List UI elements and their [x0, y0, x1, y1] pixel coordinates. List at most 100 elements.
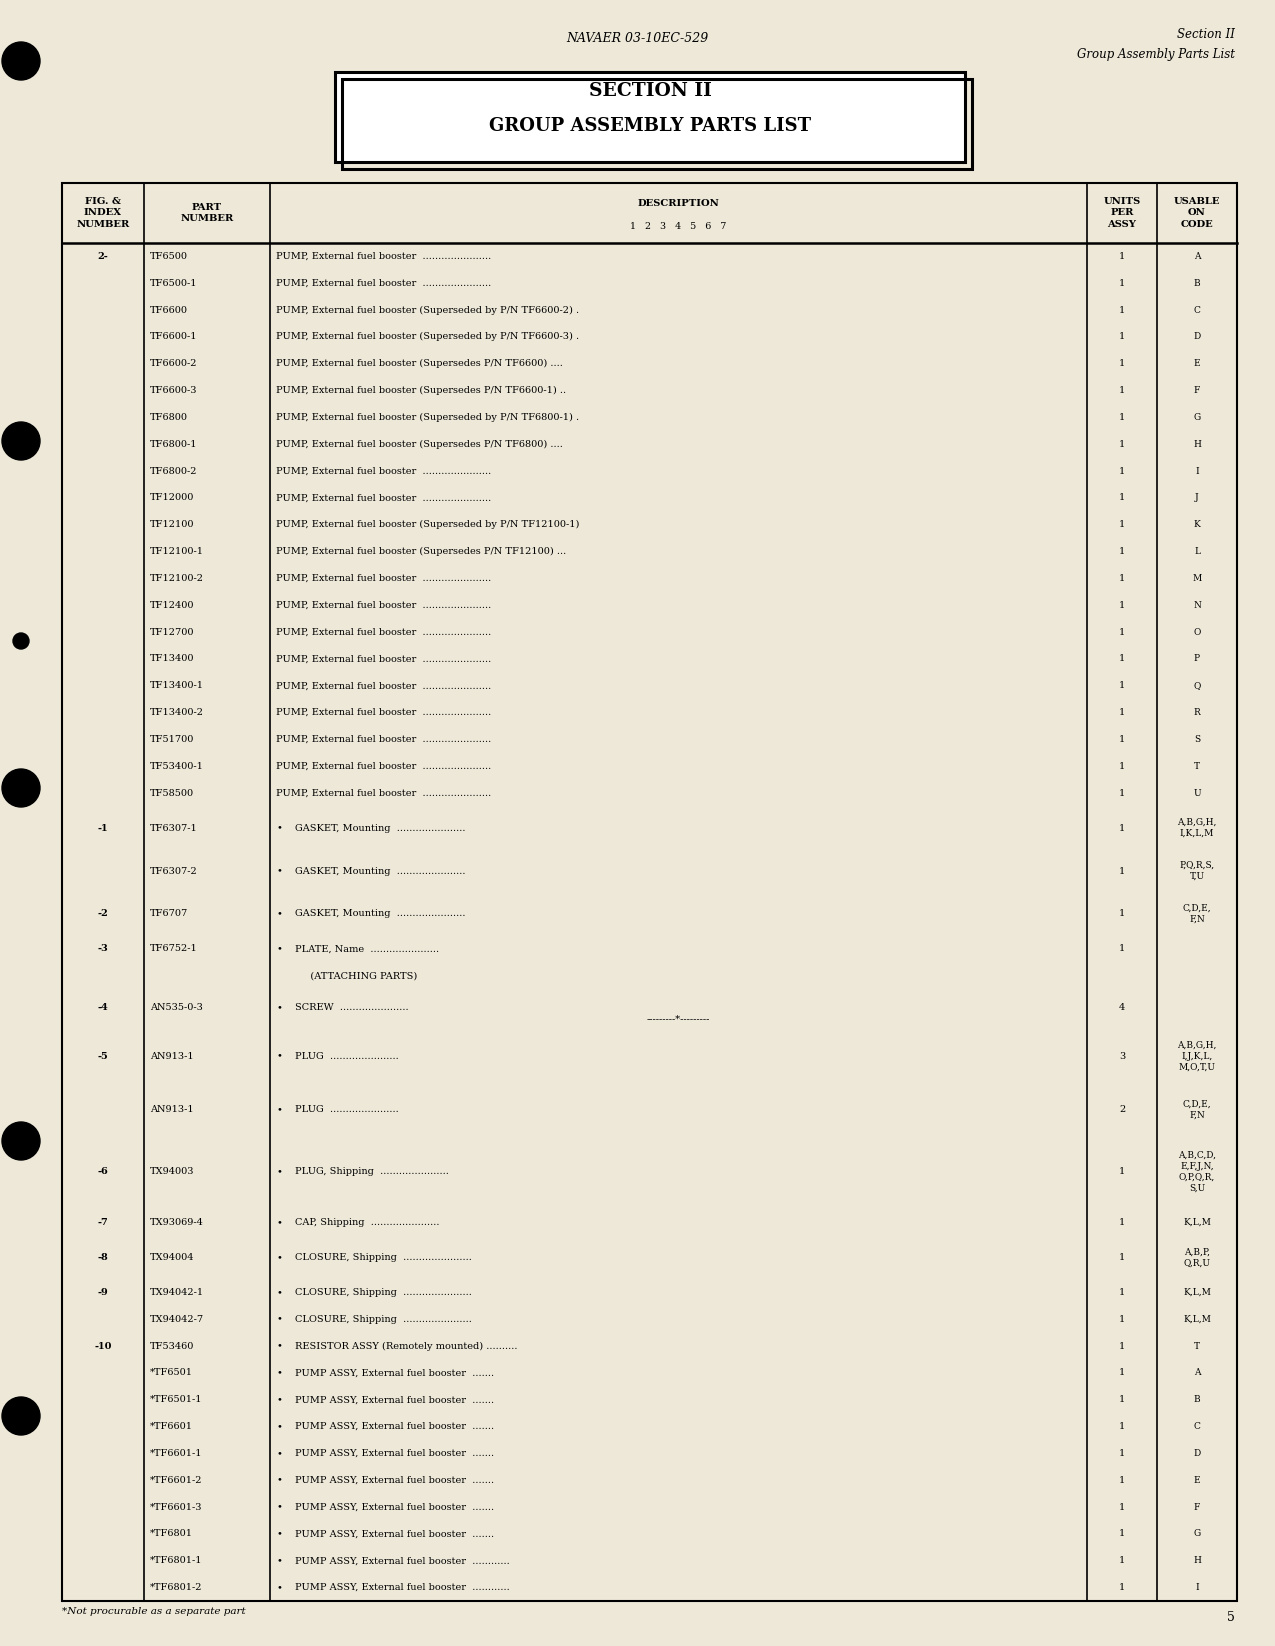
Text: TX94042-7: TX94042-7 — [150, 1315, 204, 1323]
Text: 1: 1 — [1119, 866, 1125, 876]
Text: Section II: Section II — [1177, 28, 1235, 41]
Text: •: • — [275, 1476, 282, 1485]
Text: FIG. &
INDEX
NUMBER: FIG. & INDEX NUMBER — [76, 198, 130, 229]
Text: 1: 1 — [1119, 413, 1125, 421]
Text: 2-: 2- — [98, 252, 108, 262]
Text: GASKET, Mounting  ......................: GASKET, Mounting ...................... — [295, 823, 465, 833]
Text: TF6800-1: TF6800-1 — [150, 439, 198, 449]
Text: TF13400-1: TF13400-1 — [150, 681, 204, 690]
Text: •: • — [275, 1341, 282, 1350]
Text: TF13400-2: TF13400-2 — [150, 708, 204, 718]
Text: -1: -1 — [98, 823, 108, 833]
Text: 1: 1 — [1119, 520, 1125, 530]
Text: 1: 1 — [1119, 439, 1125, 449]
Text: C,D,E,
F,N: C,D,E, F,N — [1183, 1100, 1211, 1119]
Text: •: • — [275, 1004, 282, 1012]
Text: E: E — [1193, 1476, 1200, 1485]
Text: RESISTOR ASSY (Remotely mounted) ..........: RESISTOR ASSY (Remotely mounted) .......… — [295, 1341, 518, 1351]
Text: TF12100-1: TF12100-1 — [150, 546, 204, 556]
Text: 1: 1 — [1119, 1583, 1125, 1592]
Text: •: • — [275, 1396, 282, 1404]
Text: PUMP, External fuel booster  ......................: PUMP, External fuel booster ............… — [275, 655, 491, 663]
Text: P: P — [1193, 655, 1200, 663]
Text: Q: Q — [1193, 681, 1201, 690]
Text: F: F — [1193, 1503, 1200, 1511]
Text: 1   2   3   4   5   6   7: 1 2 3 4 5 6 7 — [630, 222, 727, 232]
Text: 1: 1 — [1119, 494, 1125, 502]
Text: PUMP, External fuel booster (Superseded by P/N TF6600-2) .: PUMP, External fuel booster (Superseded … — [275, 306, 579, 314]
Text: 1: 1 — [1119, 1448, 1125, 1458]
Text: 1: 1 — [1119, 387, 1125, 395]
Text: •: • — [275, 1315, 282, 1323]
Text: -9: -9 — [98, 1287, 108, 1297]
Text: TF53400-1: TF53400-1 — [150, 762, 204, 770]
Text: TF12000: TF12000 — [150, 494, 194, 502]
Text: 1: 1 — [1119, 1555, 1125, 1565]
Text: AN913-1: AN913-1 — [150, 1052, 194, 1060]
Text: A,B,G,H,
I,J,K,L,
M,O,T,U: A,B,G,H, I,J,K,L, M,O,T,U — [1177, 1040, 1216, 1072]
Text: AN535-0-3: AN535-0-3 — [150, 1004, 203, 1012]
Text: SCREW  ......................: SCREW ...................... — [295, 1004, 408, 1012]
Text: 1: 1 — [1119, 1167, 1125, 1177]
Text: K,L,M: K,L,M — [1183, 1315, 1211, 1323]
Text: 1: 1 — [1119, 1396, 1125, 1404]
Bar — [62, 183, 1237, 1602]
Text: *TF6501: *TF6501 — [150, 1368, 193, 1378]
Text: -5: -5 — [98, 1052, 108, 1060]
Circle shape — [3, 1123, 40, 1160]
Text: GROUP ASSEMBLY PARTS LIST: GROUP ASSEMBLY PARTS LIST — [490, 117, 811, 135]
Text: PUMP, External fuel booster (Supersedes P/N TF6800) ....: PUMP, External fuel booster (Supersedes … — [275, 439, 562, 449]
Text: 1: 1 — [1119, 278, 1125, 288]
Circle shape — [3, 1397, 40, 1435]
Text: -10: -10 — [94, 1341, 112, 1350]
Text: *TF6601-3: *TF6601-3 — [150, 1503, 203, 1511]
Text: 1: 1 — [1119, 574, 1125, 583]
Text: PUMP, External fuel booster  ......................: PUMP, External fuel booster ............… — [275, 466, 491, 476]
Text: TF6500-1: TF6500-1 — [150, 278, 198, 288]
Text: R: R — [1193, 708, 1200, 718]
Text: *TF6601: *TF6601 — [150, 1422, 193, 1430]
Text: E: E — [1193, 359, 1200, 369]
Text: *TF6601-2: *TF6601-2 — [150, 1476, 203, 1485]
Text: A,B,G,H,
I,K,L,M: A,B,G,H, I,K,L,M — [1177, 818, 1216, 838]
Text: 1: 1 — [1119, 681, 1125, 690]
Text: PLUG  ......................: PLUG ...................... — [295, 1106, 399, 1114]
Text: PUMP ASSY, External fuel booster  .......: PUMP ASSY, External fuel booster ....... — [295, 1529, 495, 1539]
Text: C: C — [1193, 306, 1201, 314]
Text: -4: -4 — [98, 1004, 108, 1012]
Text: 1: 1 — [1119, 1368, 1125, 1378]
Text: I: I — [1195, 466, 1198, 476]
Text: 1: 1 — [1119, 1341, 1125, 1350]
Text: CAP, Shipping  ......................: CAP, Shipping ...................... — [295, 1218, 440, 1226]
Text: A,B,P,
Q,R,U: A,B,P, Q,R,U — [1183, 1248, 1210, 1267]
Text: •: • — [275, 1052, 282, 1060]
Text: TF6800: TF6800 — [150, 413, 187, 421]
Text: A: A — [1193, 1368, 1200, 1378]
Text: TX93069-4: TX93069-4 — [150, 1218, 204, 1226]
Text: TF6600: TF6600 — [150, 306, 187, 314]
Text: 1: 1 — [1119, 945, 1125, 953]
Text: *TF6501-1: *TF6501-1 — [150, 1396, 203, 1404]
Text: TF6307-2: TF6307-2 — [150, 866, 198, 876]
Text: PUMP, External fuel booster  ......................: PUMP, External fuel booster ............… — [275, 708, 491, 718]
Text: G: G — [1193, 1529, 1201, 1539]
Text: 1: 1 — [1119, 1218, 1125, 1226]
Text: Group Assembly Parts List: Group Assembly Parts List — [1077, 48, 1235, 61]
Text: •: • — [275, 945, 282, 953]
Text: -8: -8 — [98, 1253, 108, 1262]
Text: 1: 1 — [1119, 823, 1125, 833]
Text: A: A — [1193, 252, 1200, 262]
Text: CLOSURE, Shipping  ......................: CLOSURE, Shipping ...................... — [295, 1287, 472, 1297]
Text: I: I — [1195, 1583, 1198, 1592]
Text: 1: 1 — [1119, 1253, 1125, 1262]
Text: TF6600-2: TF6600-2 — [150, 359, 198, 369]
Text: K: K — [1193, 520, 1201, 530]
Text: PART
NUMBER: PART NUMBER — [180, 202, 233, 224]
Text: 1: 1 — [1119, 1476, 1125, 1485]
Text: TF6500: TF6500 — [150, 252, 187, 262]
Circle shape — [13, 634, 29, 649]
Text: B: B — [1193, 1396, 1200, 1404]
Text: •: • — [275, 866, 282, 876]
Text: PLATE, Name  ......................: PLATE, Name ...................... — [295, 945, 439, 953]
Text: NAVAER 03-10EC-529: NAVAER 03-10EC-529 — [566, 31, 709, 44]
